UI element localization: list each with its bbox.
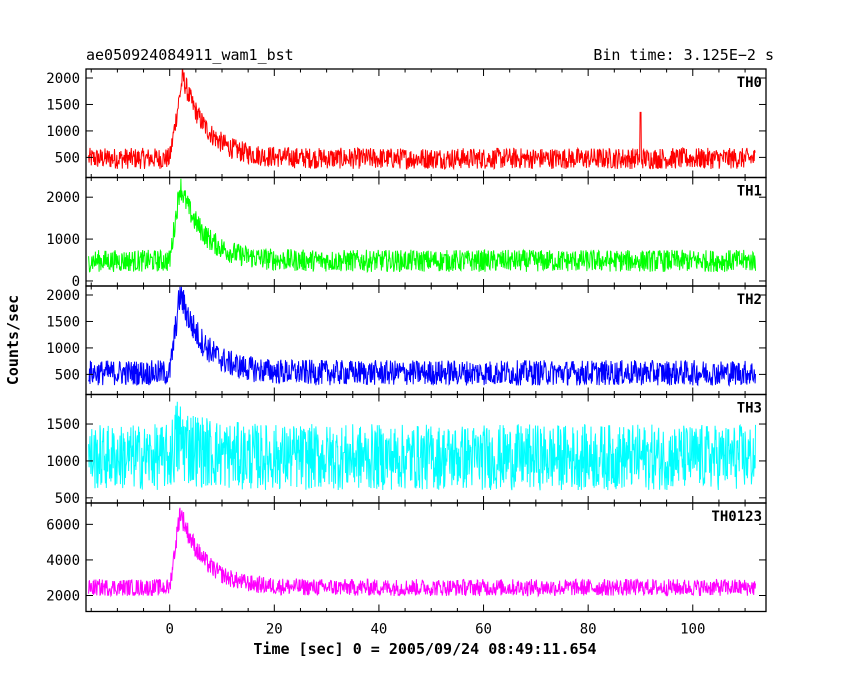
x-tick-label: 0 bbox=[165, 622, 173, 638]
panel-tag-th1: TH1 bbox=[737, 184, 762, 200]
y-tick-label: 2000 bbox=[46, 190, 80, 206]
series-line-th2 bbox=[88, 286, 756, 387]
y-tick-label: 1500 bbox=[46, 314, 80, 330]
y-tick-label: 500 bbox=[55, 491, 80, 507]
y-tick-label: 500 bbox=[55, 367, 80, 383]
panel-tag-th0: TH0 bbox=[737, 75, 762, 91]
panel-th0: 500 1000 1500 2000 TH0 bbox=[46, 68, 767, 179]
y-tick-label: 0 bbox=[72, 274, 80, 290]
x-tick-label: 60 bbox=[475, 622, 492, 638]
y-tick-label: 500 bbox=[55, 150, 80, 166]
y-tick-label: 1000 bbox=[46, 454, 80, 470]
bin-time-label: Bin time: 3.125E−2 s bbox=[593, 46, 774, 64]
x-axis: 0 20 40 60 80 100 bbox=[165, 622, 705, 638]
y-tick-label: 1000 bbox=[46, 232, 80, 248]
y-tick-label: 6000 bbox=[46, 517, 80, 533]
panel-th3: 500 1000 1500 TH3 bbox=[46, 393, 767, 507]
panel-th0123: 2000 4000 6000 TH0123 bbox=[46, 502, 767, 613]
x-tick-label: 40 bbox=[370, 622, 387, 638]
series-line-th1 bbox=[88, 178, 756, 274]
panel-tag-th0123: TH0123 bbox=[711, 509, 762, 525]
panel-tag-th2: TH2 bbox=[737, 292, 762, 308]
y-tick-label: 1500 bbox=[46, 97, 80, 113]
x-axis-title: Time [sec] 0 = 2005/09/24 08:49:11.654 bbox=[253, 640, 596, 658]
y-tick-label: 4000 bbox=[46, 553, 80, 569]
x-tick-label: 80 bbox=[580, 622, 597, 638]
y-tick-label: 2000 bbox=[46, 71, 80, 87]
y-tick-label: 1000 bbox=[46, 341, 80, 357]
panel-frame bbox=[85, 502, 767, 613]
panel-th2: 500 1000 1500 2000 TH2 bbox=[46, 285, 767, 396]
y-tick-label: 1000 bbox=[46, 124, 80, 140]
y-axis-title: Counts/sec bbox=[4, 295, 22, 385]
x-tick-label: 20 bbox=[266, 622, 283, 638]
x-tick-label: 100 bbox=[680, 622, 705, 638]
panels-group: 500 1000 1500 2000 TH0 0 1000 2000 TH1 500 1000 150… bbox=[46, 68, 767, 613]
y-tick-label: 1500 bbox=[46, 417, 80, 433]
series-line-th3 bbox=[88, 401, 756, 491]
series-line-th0 bbox=[88, 69, 756, 171]
panel-th1: 0 1000 2000 TH1 bbox=[46, 176, 767, 290]
series-line-th0123 bbox=[88, 507, 756, 598]
chart-title: ae050924084911_wam1_bst bbox=[86, 46, 294, 64]
panel-tag-th3: TH3 bbox=[737, 401, 762, 417]
panel-frame bbox=[85, 176, 767, 287]
y-tick-label: 2000 bbox=[46, 288, 80, 304]
y-tick-label: 2000 bbox=[46, 588, 80, 604]
